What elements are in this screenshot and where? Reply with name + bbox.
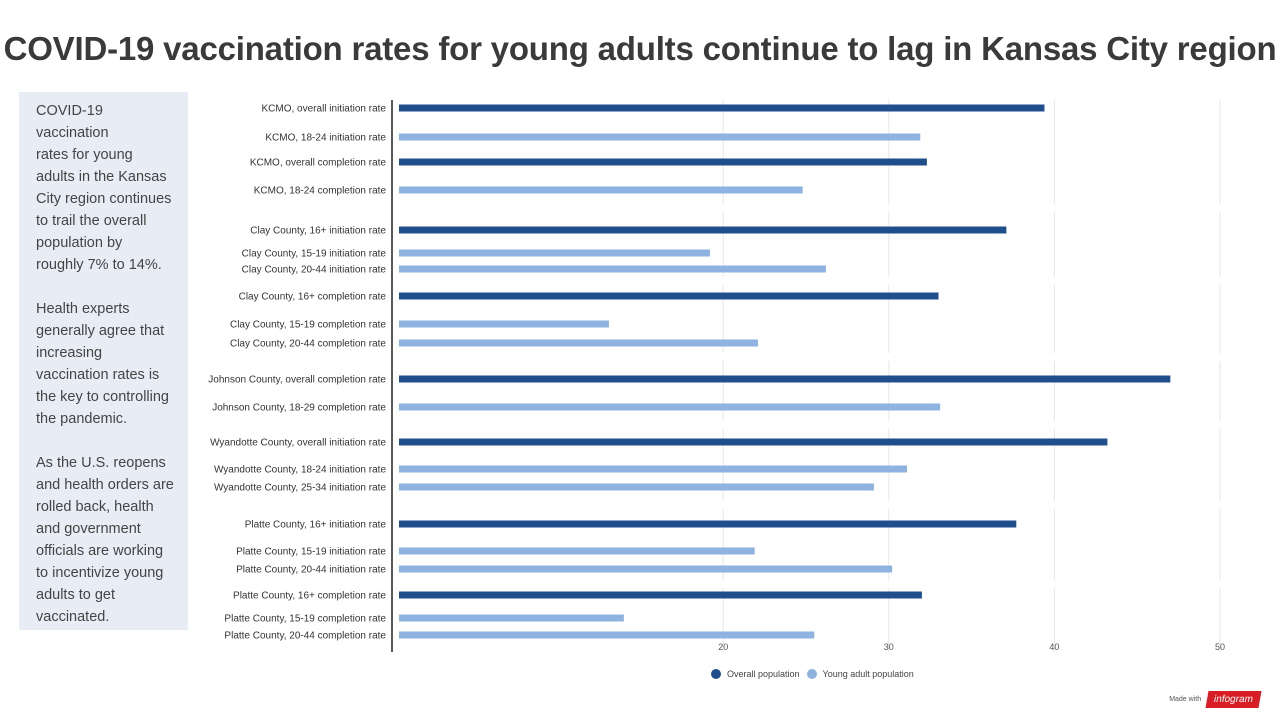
bar-5 xyxy=(399,226,1007,234)
infogram-logo[interactable]: infogram xyxy=(1205,691,1262,708)
category-label-6: Clay County, 15-19 initiation rate xyxy=(242,249,387,260)
category-label-15: Wyandotte County, 25-34 initiation rate xyxy=(214,483,386,494)
legend-item-overall[interactable]: Overall population xyxy=(711,669,800,679)
group-gap-1 xyxy=(393,277,1231,285)
group-gap-4 xyxy=(393,501,1231,509)
made-with-badge[interactable]: Made with infogram xyxy=(1169,691,1262,708)
category-label-16: Platte County, 16+ initiation rate xyxy=(245,520,387,531)
category-label-21: Platte County, 20-44 completion rate xyxy=(224,631,386,642)
bar-17 xyxy=(399,547,755,555)
category-label-20: Platte County, 15-19 completion rate xyxy=(224,614,386,625)
category-label-12: Johnson County, 18-29 completion rate xyxy=(212,403,386,414)
category-label-18: Platte County, 20-44 initiation rate xyxy=(236,565,386,576)
category-label-7: Clay County, 20-44 initiation rate xyxy=(242,265,387,276)
legend-dot-young xyxy=(806,669,817,679)
bar-14 xyxy=(399,465,908,473)
bar-15 xyxy=(399,483,874,491)
category-label-8: Clay County, 16+ completion rate xyxy=(239,292,387,303)
group-gap-3 xyxy=(393,421,1231,429)
category-label-10: Clay County, 20-44 completion rate xyxy=(230,339,386,350)
category-label-5: Clay County, 16+ initiation rate xyxy=(250,226,386,237)
bar-19 xyxy=(399,591,922,599)
category-label-13: Wyandotte County, overall initiation rat… xyxy=(210,438,386,449)
bar-8 xyxy=(399,292,939,300)
bar-7 xyxy=(399,265,826,273)
category-label-17: Platte County, 15-19 initiation rate xyxy=(236,547,386,558)
group-gap-0 xyxy=(393,204,1231,212)
bar-12 xyxy=(399,403,941,411)
category-label-14: Wyandotte County, 18-24 initiation rate xyxy=(214,465,386,476)
bar-9 xyxy=(399,320,609,328)
bar-3 xyxy=(399,158,927,166)
sidebar-paragraph-3: As the U.S. reopens and health orders ar… xyxy=(36,455,174,625)
group-gap-5 xyxy=(393,580,1231,588)
x-tick-label-50: 50 xyxy=(1215,642,1225,652)
group-gap-2 xyxy=(393,353,1231,361)
bar-6 xyxy=(399,249,710,257)
bar-21 xyxy=(399,631,815,639)
x-tick-label-20: 20 xyxy=(718,642,728,652)
category-label-19: Platte County, 16+ completion rate xyxy=(233,591,386,602)
made-with-label: Made with xyxy=(1169,696,1202,703)
legend-label-young: Young adult population xyxy=(822,669,914,679)
bar-20 xyxy=(399,614,624,622)
sidebar-text-panel: COVID-19 vaccination rates for young adu… xyxy=(19,92,188,630)
legend-label-overall: Overall population xyxy=(727,669,800,679)
chart-legend: Overall population Young adult populatio… xyxy=(711,669,921,679)
category-label-9: Clay County, 15-19 completion rate xyxy=(230,320,386,331)
category-label-4: KCMO, 18-24 completion rate xyxy=(254,186,387,197)
bar-13 xyxy=(399,438,1108,446)
sidebar-paragraph-1: COVID-19 vaccination rates for young adu… xyxy=(36,103,172,273)
sidebar-paragraph-2: Health experts generally agree that incr… xyxy=(36,301,169,427)
x-tick-label-30: 30 xyxy=(884,642,894,652)
bar-1 xyxy=(399,104,1045,112)
category-label-11: Johnson County, overall completion rate xyxy=(208,375,386,386)
bar-18 xyxy=(399,565,893,573)
bar-4 xyxy=(399,186,803,194)
legend-dot-overall xyxy=(711,669,721,679)
legend-item-young[interactable]: Young adult population xyxy=(806,669,914,679)
category-label-1: KCMO, overall initiation rate xyxy=(262,104,387,115)
page-title: COVID-19 vaccination rates for young adu… xyxy=(3,30,1277,67)
bar-2 xyxy=(399,133,921,141)
bar-11 xyxy=(399,375,1171,383)
category-label-3: KCMO, overall completion rate xyxy=(250,158,387,169)
x-tick-label-40: 40 xyxy=(1049,642,1059,652)
bar-10 xyxy=(399,339,758,347)
bar-16 xyxy=(399,520,1017,528)
category-label-2: KCMO, 18-24 initiation rate xyxy=(265,133,386,144)
